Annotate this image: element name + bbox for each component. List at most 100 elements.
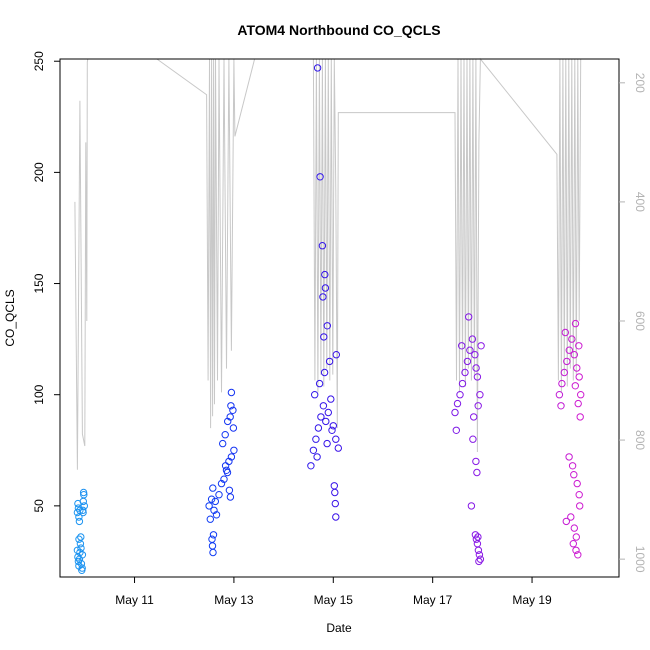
data-point (76, 548, 84, 557)
data-point (567, 513, 575, 521)
data-point (318, 242, 327, 250)
data-point (323, 439, 331, 448)
data-point (205, 502, 213, 510)
y2-tick-label: 800 (633, 430, 647, 450)
data-points-layer (73, 64, 585, 574)
data-point (328, 426, 336, 434)
data-point (208, 542, 217, 550)
data-point (207, 495, 216, 503)
data-point (322, 417, 330, 426)
data-point (452, 426, 460, 434)
data-point (77, 544, 85, 552)
data-point (319, 402, 328, 410)
data-point (331, 499, 339, 508)
data-point (80, 502, 89, 510)
data-point (574, 551, 582, 559)
data-point (209, 484, 217, 492)
data-point (577, 391, 585, 399)
data-point (230, 446, 238, 454)
data-point (573, 479, 581, 488)
x-tick-label: May 11 (115, 593, 154, 607)
data-point (572, 533, 580, 541)
y-axis-label: CO_QCLS (3, 289, 17, 346)
data-point (226, 413, 234, 421)
data-point (471, 531, 480, 539)
data-point (325, 357, 334, 366)
chart-title: ATOM4 Northbound CO_QCLS (237, 22, 440, 38)
data-point (472, 457, 480, 466)
data-point (74, 553, 82, 561)
data-point (476, 391, 484, 399)
data-point (555, 391, 564, 399)
data-point (576, 413, 584, 421)
data-point (78, 564, 86, 572)
data-point (453, 399, 462, 408)
data-point (569, 540, 577, 548)
data-point (565, 453, 573, 461)
data-point (573, 364, 581, 372)
data-point (212, 511, 221, 519)
data-point (332, 513, 340, 521)
data-point (321, 270, 329, 279)
data-point (315, 379, 324, 388)
data-point (477, 342, 485, 350)
altitude-profile-layer (74, 57, 582, 470)
y2-tick-label: 400 (633, 192, 647, 212)
data-point (78, 551, 87, 559)
data-point (465, 313, 473, 321)
data-point (568, 335, 576, 343)
data-point (463, 357, 472, 366)
y-tick-label: 250 (32, 51, 46, 71)
data-point (560, 368, 568, 377)
data-point (229, 406, 237, 414)
data-point (75, 517, 84, 526)
data-point (219, 439, 227, 448)
data-point (575, 373, 583, 381)
data-point (456, 391, 464, 399)
data-point (570, 471, 578, 479)
x-tick-label: May 19 (512, 593, 552, 607)
data-point (220, 475, 228, 483)
data-point (323, 322, 331, 330)
data-point (571, 319, 580, 328)
x-axis-label: Date (326, 621, 352, 635)
altitude-line (74, 57, 582, 470)
data-point (316, 173, 324, 181)
data-point (229, 424, 238, 432)
data-point (576, 502, 584, 510)
data-point (574, 399, 582, 408)
data-point (332, 351, 340, 359)
secondary-y-axis: 200 400 600 800 1000 (619, 73, 647, 573)
y-tick-label: 200 (32, 162, 46, 182)
data-point (570, 524, 578, 532)
data-point (206, 515, 215, 523)
plot-frame (59, 58, 620, 578)
data-point (313, 64, 322, 72)
data-point (319, 293, 327, 301)
data-point (466, 346, 474, 354)
data-point (77, 533, 85, 541)
data-point (208, 535, 216, 543)
data-point (332, 435, 340, 443)
data-point (563, 357, 571, 366)
y2-tick-label: 1000 (633, 546, 647, 573)
data-point (223, 468, 232, 477)
y-axis: 50 100 150 200 250 (32, 51, 60, 513)
y2-tick-label: 200 (633, 73, 647, 93)
data-point (562, 517, 570, 526)
data-point (324, 408, 332, 417)
data-point (468, 335, 477, 343)
x-tick-label: May 17 (413, 593, 453, 607)
data-point (209, 548, 217, 557)
y-tick-label: 150 (32, 273, 46, 293)
data-point (79, 488, 88, 497)
data-point (451, 408, 459, 417)
data-point (467, 502, 476, 510)
data-point (565, 346, 573, 354)
data-point (227, 388, 236, 397)
data-point (475, 551, 484, 559)
data-point (321, 284, 330, 292)
data-point (331, 488, 339, 497)
x-tick-label: May 15 (314, 593, 354, 607)
